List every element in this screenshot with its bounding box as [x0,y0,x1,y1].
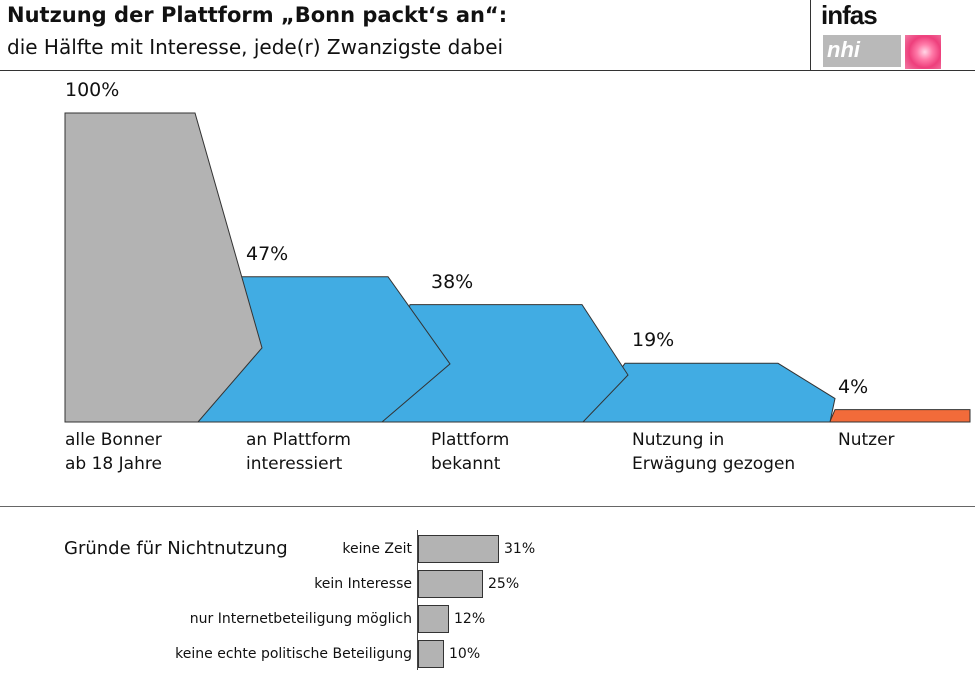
reason-value-label: 31% [504,541,536,557]
header-divider [810,0,811,70]
funnel-value-label: 4% [838,375,869,398]
funnel-value-label: 38% [431,270,474,293]
header-rule [0,70,975,71]
reason-label: kein Interesse [314,576,412,592]
chart-title: Nutzung der Plattform „Bonn packt‘s an“: [7,3,508,27]
reason-label: nur Internetbeteiligung möglich [189,611,412,627]
funnel-value-label: 19% [632,329,675,352]
chart-header: Nutzung der Plattform „Bonn packt‘s an“:… [0,0,975,72]
funnel-category-label: an Plattform interessiert [246,430,351,474]
nhi-logo-mark [905,35,941,69]
chart-subtitle: die Hälfte mit Interesse, jede(r) Zwanzi… [7,35,504,59]
reason-value-label: 25% [488,576,520,592]
reason-value-label: 10% [449,646,481,662]
funnel-value-label: 100% [65,79,120,101]
reason-bar [418,570,483,598]
reason-label: keine echte politische Beteiligung [175,646,412,662]
funnel-stage-5 [829,409,971,423]
funnel-stage-1 [64,112,263,423]
reason-bar [418,640,444,668]
funnel-category-label: Nutzer [838,430,895,450]
funnel-value-label: 47% [246,242,289,265]
nhi-logo: nhi [823,35,901,67]
funnel-category-label: alle Bonner ab 18 Jahre [65,430,162,474]
section-divider [0,506,975,507]
reason-label: keine Zeit [342,541,412,557]
reasons-axis [417,530,418,670]
reasons-title: Gründe für Nichtnutzung [64,538,288,559]
funnel-category-label: Plattform bekannt [431,430,510,474]
reason-bar [418,605,449,633]
funnel-chart [64,112,971,423]
infas-logo: infas [821,0,878,30]
reason-value-label: 12% [454,611,486,627]
reason-bar [418,535,499,563]
funnel-category-label: Nutzung in Erwägung gezogen [632,430,796,474]
